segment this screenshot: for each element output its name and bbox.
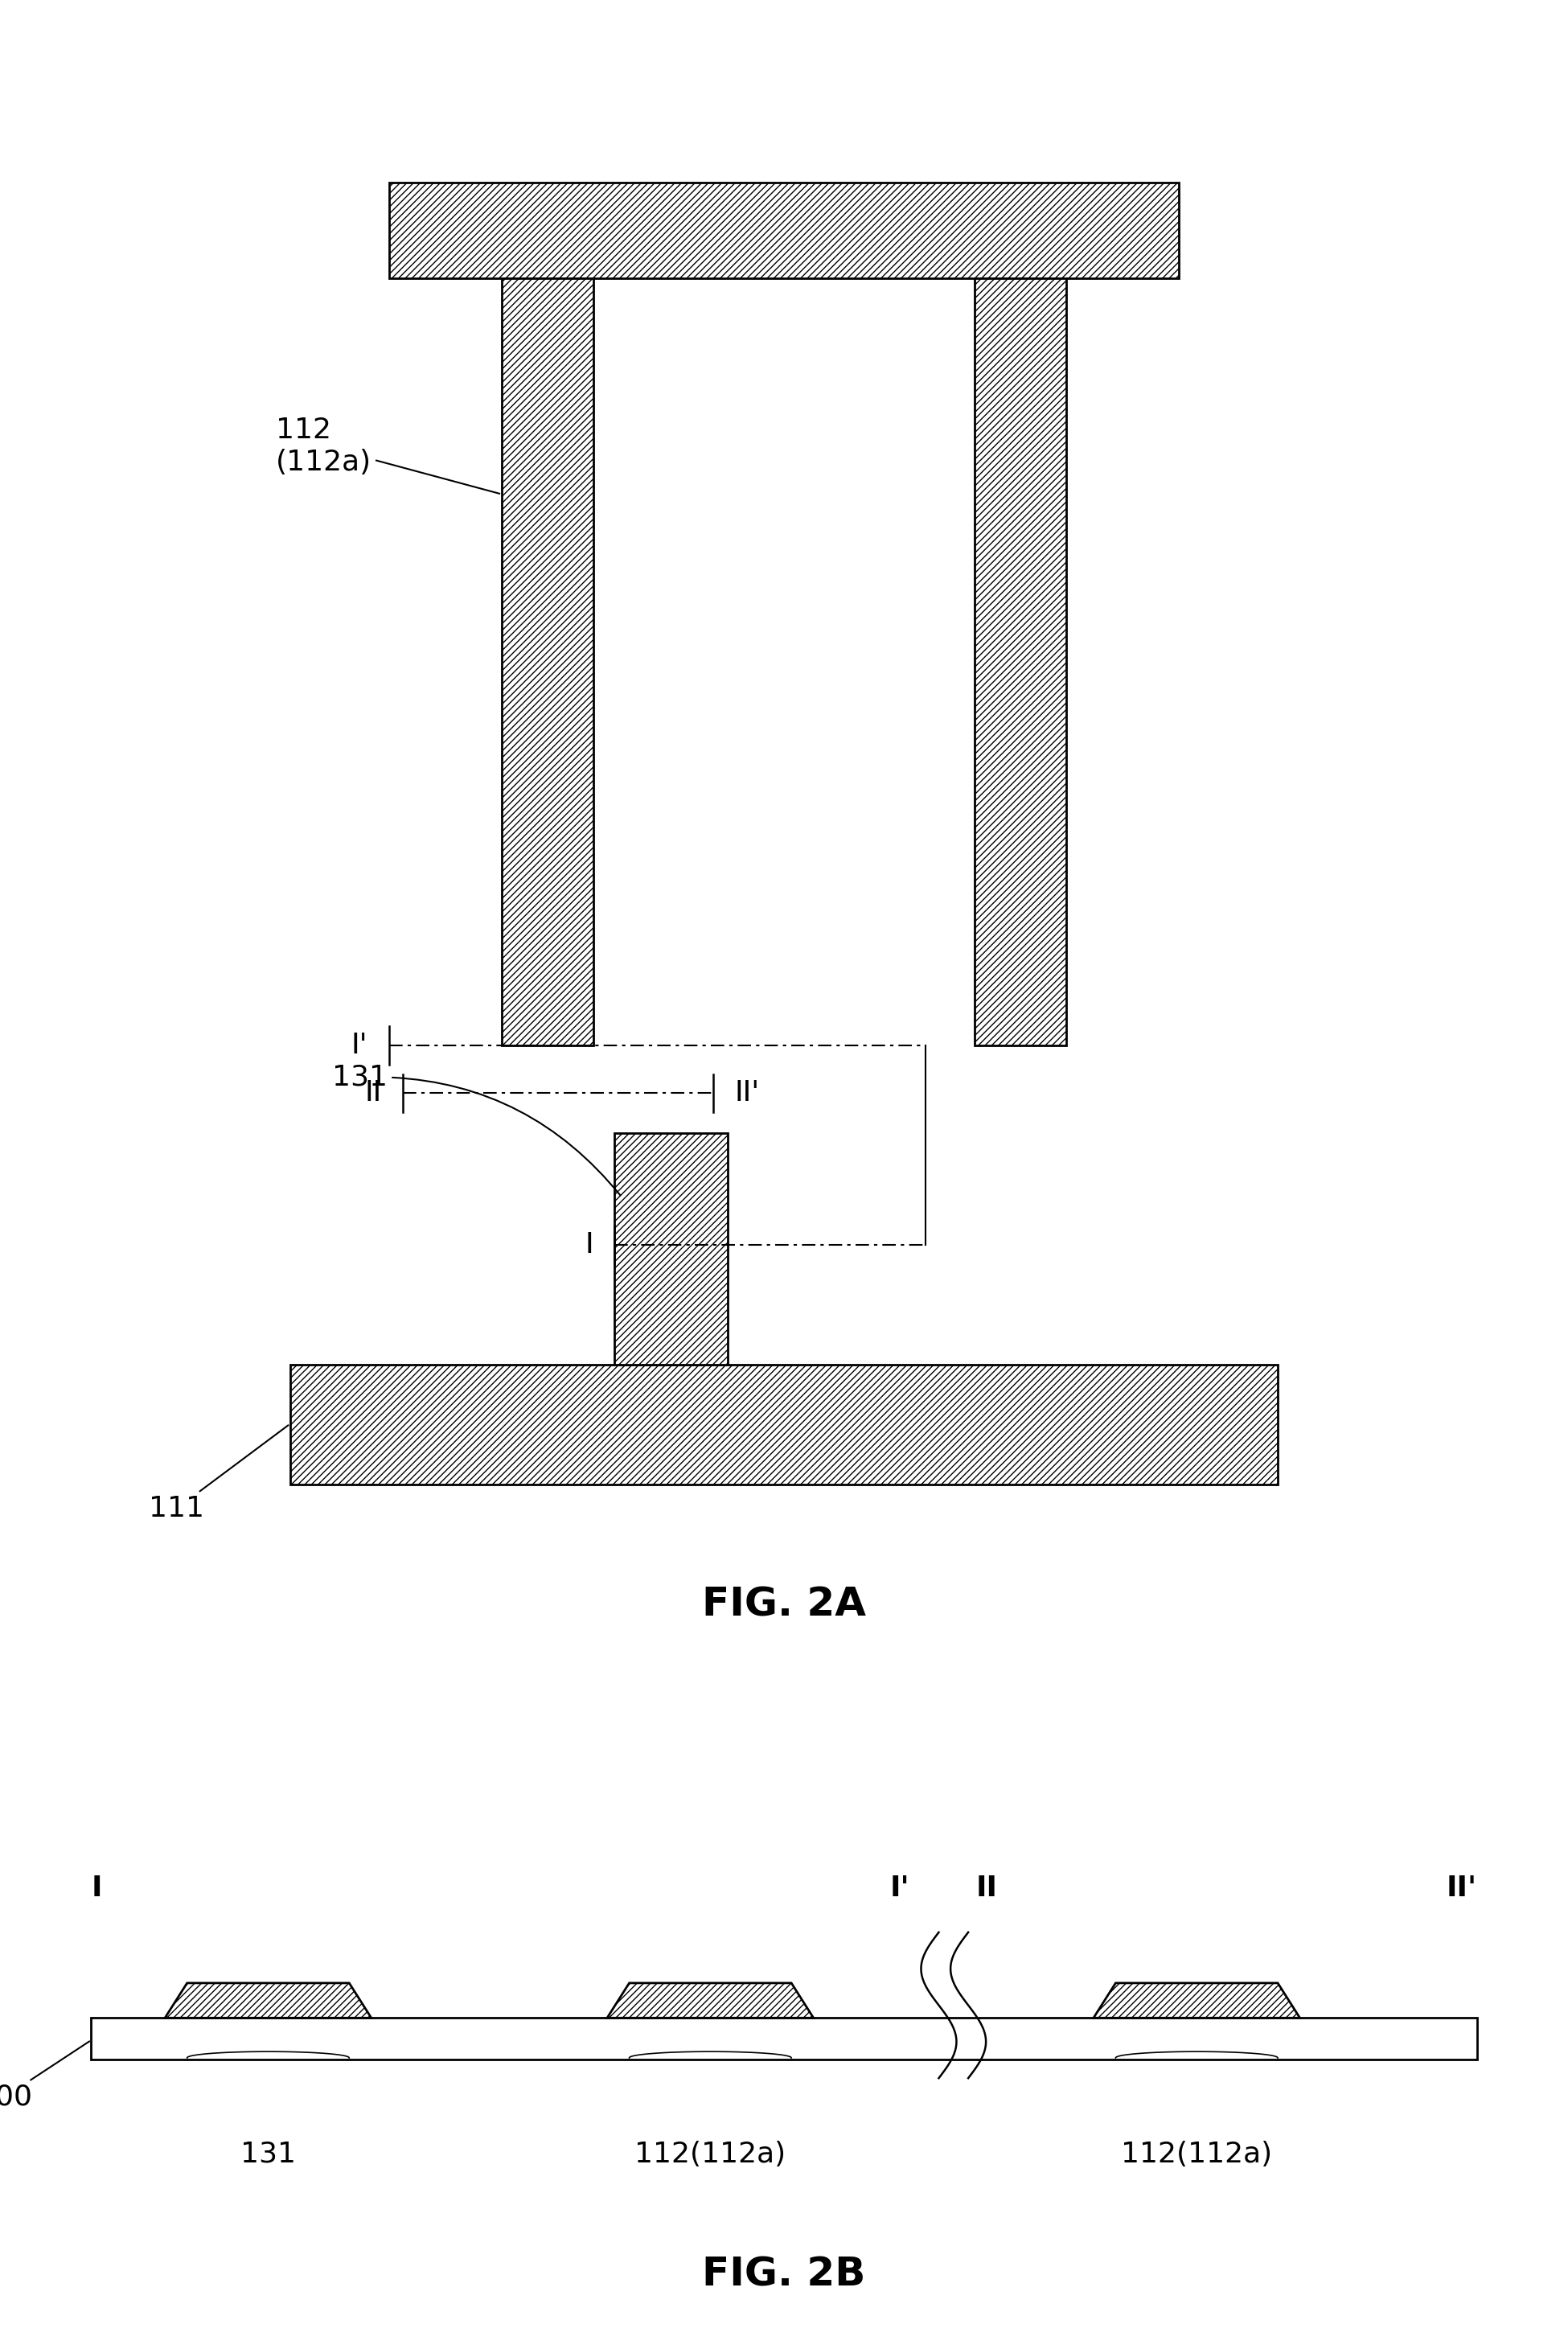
Text: FIG. 2A: FIG. 2A <box>702 1586 866 1623</box>
Text: 112(112a): 112(112a) <box>1121 2140 1272 2168</box>
Polygon shape <box>607 1983 814 2018</box>
Polygon shape <box>165 1983 372 2018</box>
Text: I': I' <box>889 1875 909 1903</box>
Text: I': I' <box>351 1031 367 1059</box>
Bar <box>91 2018 1477 2060</box>
Text: 112(112a): 112(112a) <box>635 2140 786 2168</box>
Bar <box>502 280 594 1045</box>
Text: 111: 111 <box>149 1426 289 1522</box>
Text: 112
(112a): 112 (112a) <box>276 416 500 493</box>
Text: II': II' <box>1446 1875 1477 1903</box>
Text: II: II <box>365 1081 383 1106</box>
Bar <box>389 183 1179 280</box>
Text: II': II' <box>735 1081 760 1106</box>
Polygon shape <box>1093 1983 1300 2018</box>
Text: II: II <box>975 1875 997 1903</box>
Text: 100: 100 <box>0 2041 89 2112</box>
Text: FIG. 2B: FIG. 2B <box>702 2255 866 2295</box>
Bar <box>615 1132 728 1365</box>
Text: 131: 131 <box>332 1064 621 1196</box>
Text: 131: 131 <box>240 2140 296 2168</box>
Bar <box>975 280 1066 1045</box>
Bar <box>290 1365 1278 1485</box>
Text: I: I <box>585 1231 593 1259</box>
Text: I: I <box>91 1875 102 1903</box>
